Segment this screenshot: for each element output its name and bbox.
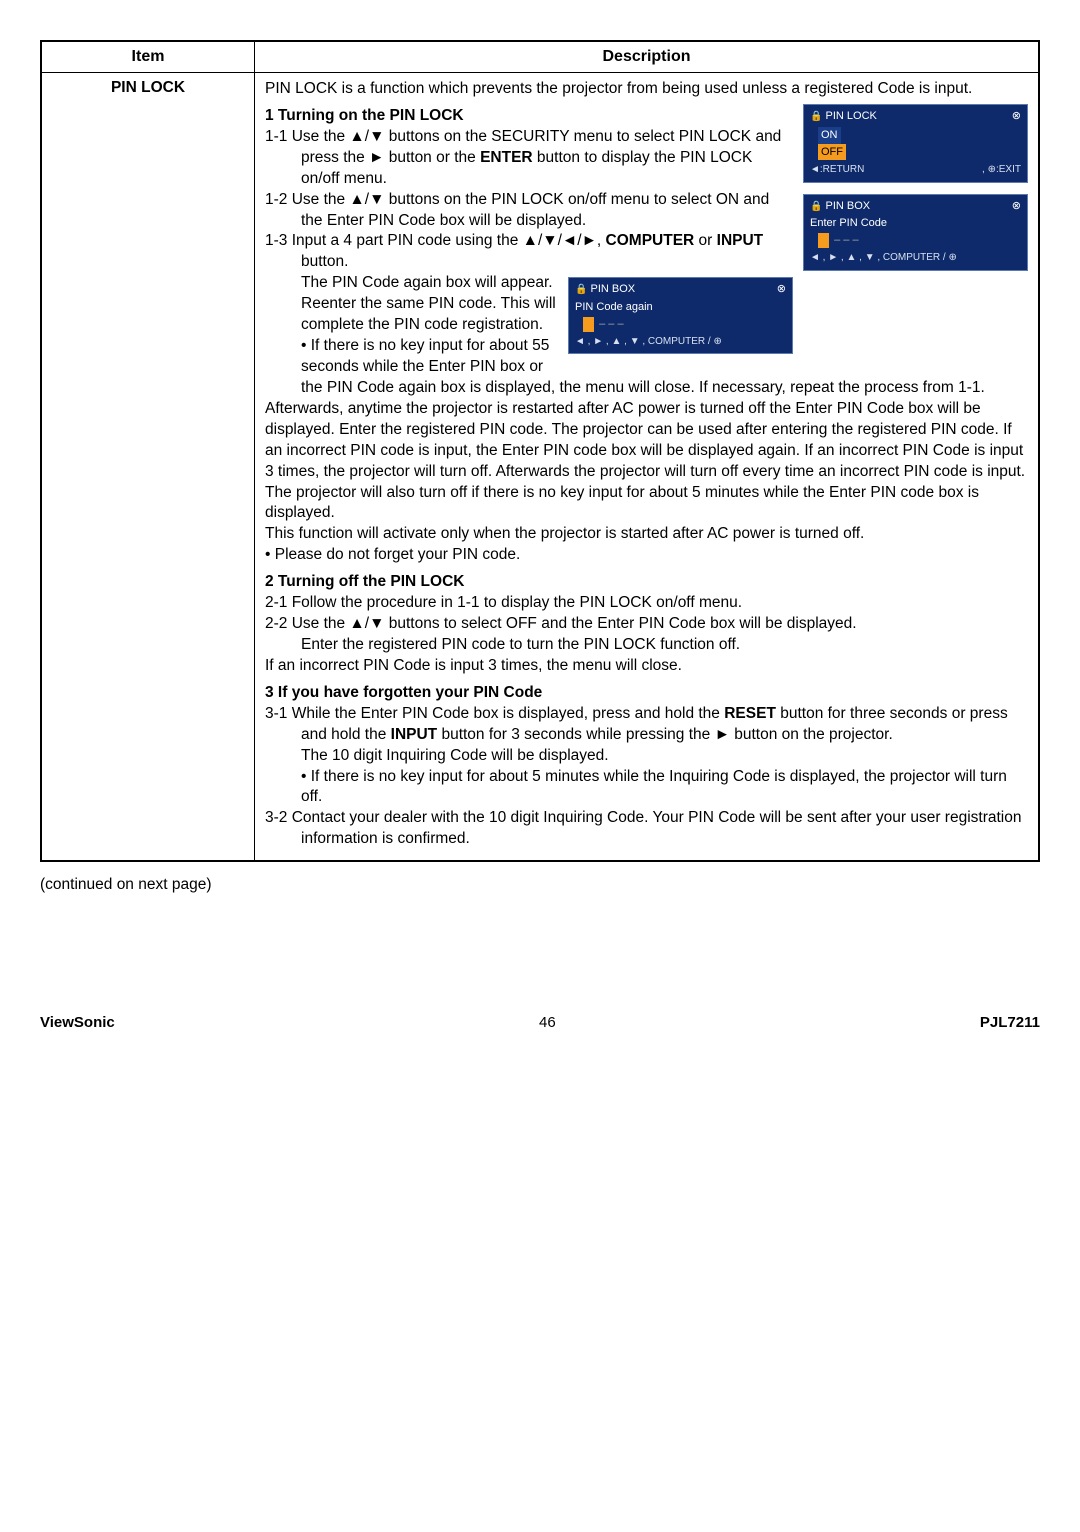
section-2-title: 2 Turning off the PIN LOCK	[265, 572, 1028, 593]
key-hint: ◄ , ► , ▲ , ▼ , COMPUTER / ⊕	[810, 251, 1021, 265]
pin-lock-table: Item Description PIN LOCK PIN LOCK is a …	[40, 40, 1040, 862]
header-description: Description	[255, 41, 1040, 73]
osd-on-label: ON	[818, 127, 841, 144]
footer-brand: ViewSonic	[40, 1014, 115, 1031]
intro-text: PIN LOCK is a function which prevents th…	[265, 79, 1028, 100]
header-item: Item	[41, 41, 255, 73]
afterwards-para: Afterwards, anytime the projector is res…	[265, 399, 1028, 525]
lock-icon: 🔒	[810, 111, 822, 122]
activate-para: This function will activate only when th…	[265, 524, 1028, 545]
page-number: 46	[539, 1014, 556, 1031]
incorrect-3-times: If an incorrect PIN Code is input 3 time…	[265, 656, 1028, 677]
close-icon: ⊗	[1012, 199, 1021, 214]
item-cell: PIN LOCK	[41, 73, 255, 862]
enter-pin-label: Enter PIN Code	[810, 216, 1021, 231]
note-5min: • If there is no key input for about 5 m…	[301, 767, 1028, 809]
lock-icon: 🔒	[810, 201, 822, 212]
step-3-1b: The 10 digit Inquiring Code will be disp…	[301, 746, 1028, 767]
continued-note: (continued on next page)	[40, 876, 1040, 894]
osd-pin-lock: 🔒 PIN LOCK ⊗ ON OFF ◄:RETURN, ⊕:EXIT	[803, 104, 1028, 183]
step-2-2b: Enter the registered PIN code to turn th…	[301, 635, 1028, 656]
step-3-1: 3-1 While the Enter PIN Code box is disp…	[301, 704, 1028, 746]
pin-again-label: PIN Code again	[575, 300, 786, 315]
section-3-title: 3 If you have forgotten your PIN Code	[265, 683, 1028, 704]
osd-pin-box-enter: 🔒 PIN BOX ⊗ Enter PIN Code – – – ◄ , ► ,…	[803, 194, 1028, 271]
dont-forget: • Please do not forget your PIN code.	[265, 545, 1028, 566]
osd-pin-box-again: 🔒 PIN BOX ⊗ PIN Code again – – – ◄ , ► ,…	[568, 277, 793, 354]
close-icon: ⊗	[1012, 109, 1021, 124]
key-hint: ◄ , ► , ▲ , ▼ , COMPUTER / ⊕	[575, 335, 786, 349]
osd-off-label: OFF	[818, 144, 846, 161]
footer-model: PJL7211	[980, 1014, 1040, 1031]
close-icon: ⊗	[777, 282, 786, 297]
page-footer: ViewSonic 46 PJL7211	[40, 1014, 1040, 1031]
description-cell: PIN LOCK is a function which prevents th…	[255, 73, 1040, 862]
step-3-2: 3-2 Contact your dealer with the 10 digi…	[301, 808, 1028, 850]
step-2-1: 2-1 Follow the procedure in 1-1 to displ…	[301, 593, 1028, 614]
step-2-2: 2-2 Use the ▲/▼ buttons to select OFF an…	[301, 614, 1028, 635]
lock-icon: 🔒	[575, 284, 587, 295]
